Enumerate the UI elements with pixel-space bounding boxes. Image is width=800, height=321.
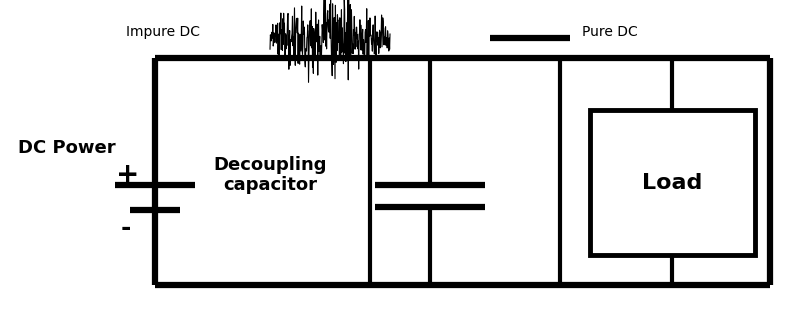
Text: -: - <box>121 216 131 240</box>
Bar <box>590 110 755 255</box>
Text: Decoupling
capacitor: Decoupling capacitor <box>214 156 326 195</box>
Text: DC Power: DC Power <box>18 139 116 157</box>
Text: Load: Load <box>642 173 702 193</box>
Text: Pure DC: Pure DC <box>582 25 638 39</box>
Text: Impure DC: Impure DC <box>126 25 200 39</box>
Text: +: + <box>116 161 140 189</box>
